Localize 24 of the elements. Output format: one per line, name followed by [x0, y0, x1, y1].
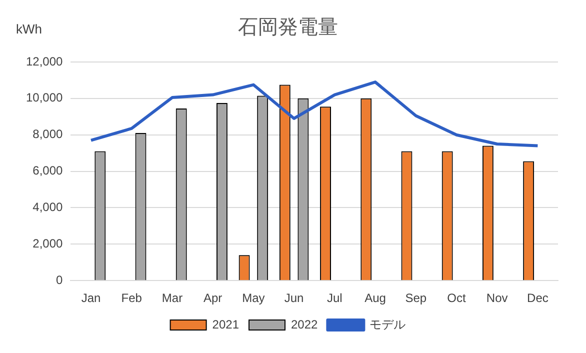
legend-label: 2022: [291, 317, 318, 332]
y-tick-label: 0: [56, 272, 64, 287]
x-tick-label: Nov: [486, 291, 508, 306]
y-tick-label: 10,000: [26, 90, 64, 105]
y-tick-label: 4,000: [32, 200, 64, 214]
y-tick-label: 6,000: [32, 164, 64, 178]
x-tick-label: Mar: [162, 291, 183, 306]
x-tick-label: Jun: [284, 291, 304, 306]
y-axis-title: kWh: [16, 22, 42, 37]
x-tick-label: Sep: [405, 291, 427, 306]
x-tick-label: Feb: [121, 291, 142, 306]
y-tick-label: 2,000: [32, 236, 64, 250]
x-tick-label: Jan: [81, 291, 101, 306]
y-tick-label: 12,000: [26, 54, 64, 68]
x-tick-label: Aug: [364, 291, 386, 306]
x-tick-label: Jul: [326, 291, 342, 306]
x-tick-label: Apr: [203, 291, 222, 306]
chart-title: 石岡発電量: [238, 16, 338, 39]
x-tick-label: May: [242, 291, 265, 306]
x-tick-label: Oct: [447, 291, 466, 306]
legend-label: 2021: [212, 317, 240, 332]
x-tick-label: Dec: [527, 291, 548, 306]
y-tick-label: 8,000: [32, 127, 64, 142]
legend-label: モデル: [370, 317, 406, 332]
